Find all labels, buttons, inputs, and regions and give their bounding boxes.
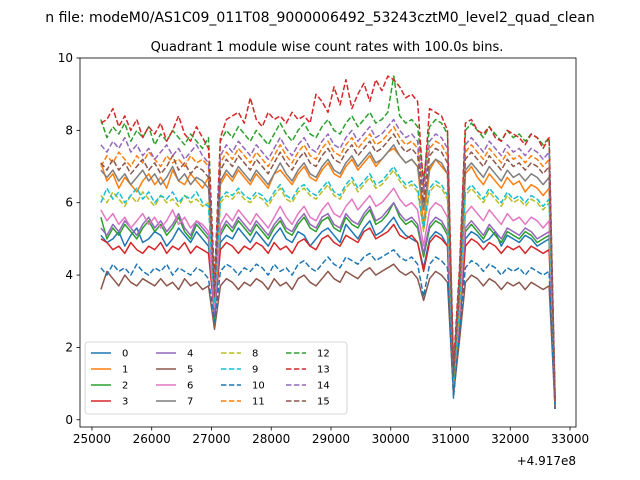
legend-label-9: 9 bbox=[252, 365, 258, 376]
legend-label-10: 10 bbox=[252, 381, 265, 392]
y-tick-label: 2 bbox=[65, 340, 73, 354]
y-tick-label: 8 bbox=[65, 123, 73, 137]
x-tick-label: 28000 bbox=[252, 432, 290, 446]
series-line-10 bbox=[100, 248, 556, 409]
legend-label-4: 4 bbox=[187, 349, 193, 360]
legend-label-5: 5 bbox=[187, 365, 193, 376]
series-line-15 bbox=[100, 133, 556, 402]
series-line-5 bbox=[100, 263, 556, 409]
x-tick-label: 32000 bbox=[491, 432, 529, 446]
series-line-7 bbox=[100, 144, 556, 402]
legend-label-15: 15 bbox=[317, 397, 330, 408]
chart-title: Quadrant 1 module wise count rates with … bbox=[151, 40, 504, 55]
series-line-13 bbox=[100, 75, 556, 399]
series-lines bbox=[100, 75, 556, 409]
chart-suptitle: n file: modeM0/AS1C09_011T08_9000006492_… bbox=[45, 10, 594, 26]
series-line-9 bbox=[100, 165, 556, 406]
x-tick-label: 27000 bbox=[192, 432, 230, 446]
series-line-4 bbox=[100, 201, 556, 406]
legend-label-11: 11 bbox=[252, 397, 265, 408]
series-line-14 bbox=[100, 118, 556, 402]
series-line-0 bbox=[100, 216, 556, 409]
x-tick-label: 30000 bbox=[372, 432, 410, 446]
axes-frame bbox=[79, 57, 577, 428]
legend-label-2: 2 bbox=[122, 381, 128, 392]
x-axis-offset-label: +4.917e8 bbox=[517, 454, 576, 468]
legend-label-6: 6 bbox=[187, 381, 193, 392]
legend-label-8: 8 bbox=[252, 349, 258, 360]
x-tick-label: 26000 bbox=[133, 432, 171, 446]
series-line-8 bbox=[100, 169, 556, 406]
legend-label-13: 13 bbox=[317, 365, 330, 376]
x-tick-label: 25000 bbox=[73, 432, 111, 446]
series-line-11 bbox=[100, 125, 556, 402]
y-tick-label: 6 bbox=[65, 196, 73, 210]
series-line-3 bbox=[100, 223, 556, 409]
legend-label-7: 7 bbox=[187, 397, 193, 408]
x-tick-label: 31000 bbox=[431, 432, 469, 446]
series-line-6 bbox=[100, 187, 556, 406]
legend-label-12: 12 bbox=[317, 349, 330, 360]
y-tick-label: 4 bbox=[65, 268, 73, 282]
y-tick-label: 10 bbox=[58, 51, 73, 65]
x-tick-label: 29000 bbox=[312, 432, 350, 446]
legend-label-14: 14 bbox=[317, 381, 330, 392]
x-tick-label: 33000 bbox=[551, 432, 589, 446]
y-tick-label: 0 bbox=[65, 413, 73, 427]
legend-label-1: 1 bbox=[122, 365, 128, 376]
plot-area: 25000 26000 27000 28000 29000 30000 31000 32000… bbox=[58, 51, 589, 446]
legend-label-0: 0 bbox=[122, 349, 128, 360]
legend-box bbox=[84, 341, 348, 415]
legend-label-3: 3 bbox=[122, 397, 128, 408]
